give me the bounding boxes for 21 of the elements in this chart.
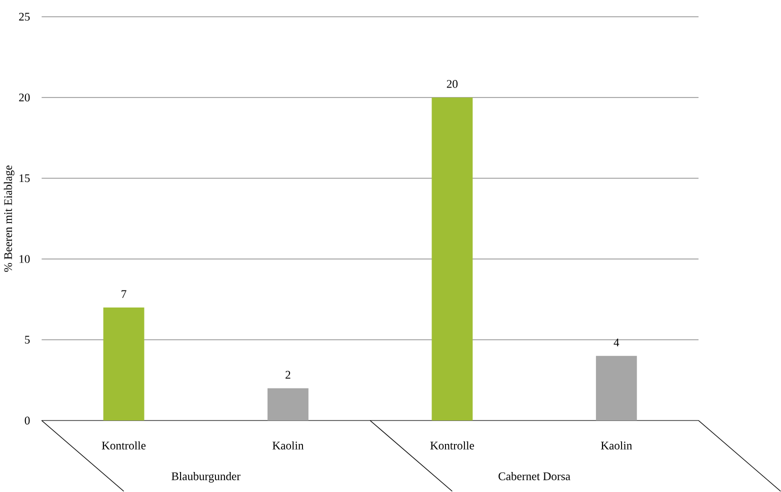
bar [268,388,308,421]
y-tick-label: 5 [25,336,30,344]
y-tick-label: 10 [20,255,30,264]
y-tick-label: 25 [19,13,30,21]
data-label: 4 [614,338,620,346]
x-tick-label: Kontrolle [430,442,474,450]
bar [596,356,637,421]
y-tick-label: 15 [20,174,30,182]
y-tick-label: 20 [19,94,30,102]
data-label: 20 [446,80,458,88]
y-tick-label: 0 [24,416,30,425]
x-tick-label: Kaolin [272,442,304,450]
bar [103,308,144,421]
text: Blauburgunder [172,472,240,483]
x-tick-label: Kontrolle [102,442,146,450]
y-axis-title: % Beeren mit Eiablage [4,166,14,272]
x-tick-label: Kaolin [600,442,632,450]
text: Cabernet Dorsa [498,472,570,480]
data-label: 2 [286,371,290,379]
bar [432,98,473,421]
data-label: 7 [122,290,126,298]
